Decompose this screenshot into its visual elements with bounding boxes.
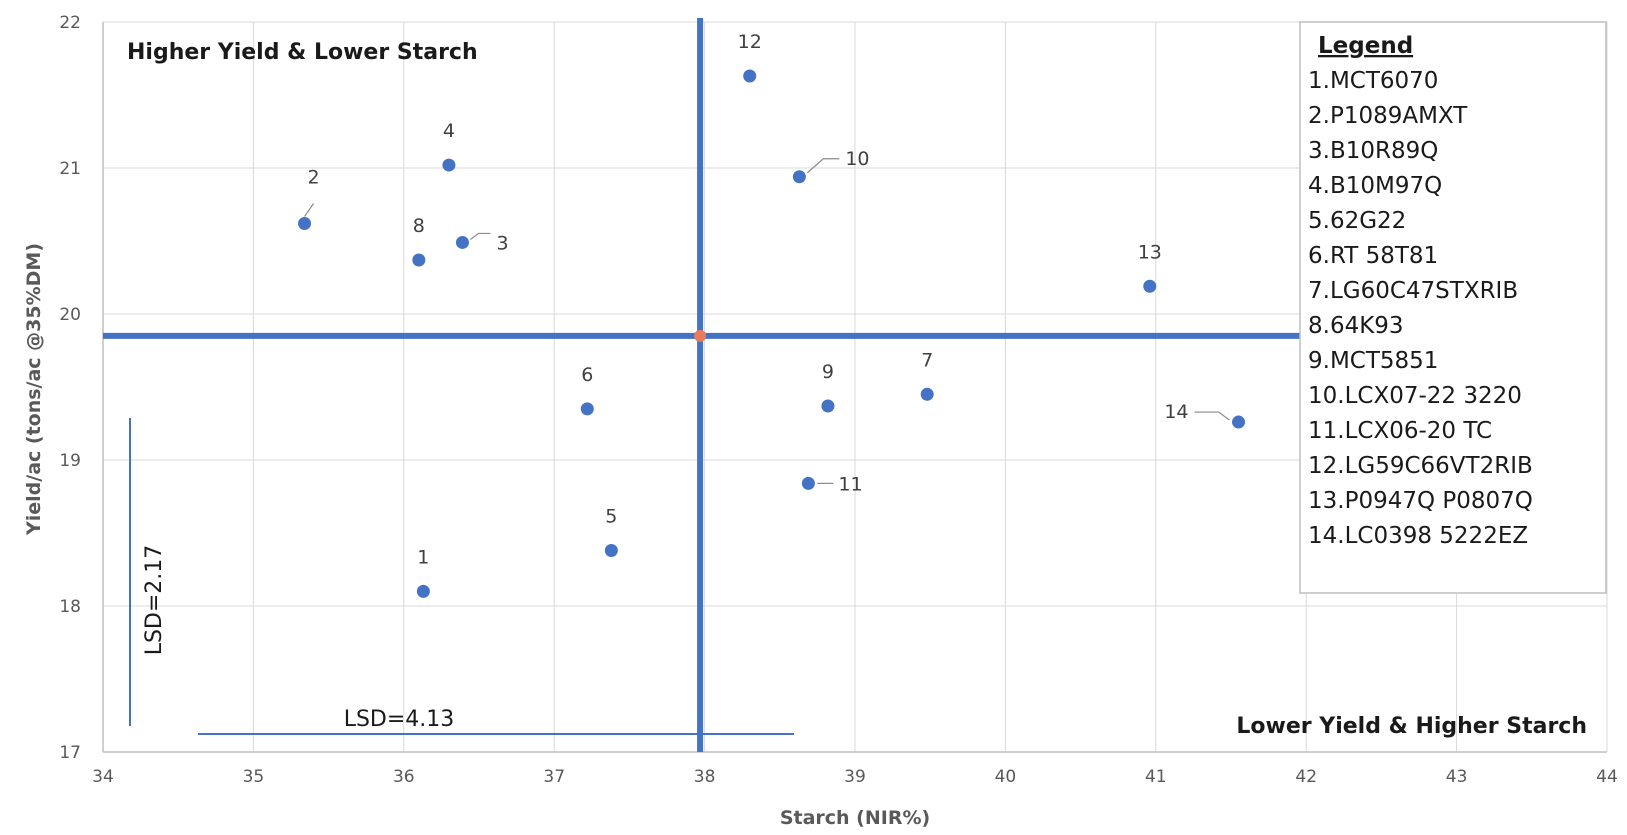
point-label: 4 xyxy=(443,120,455,142)
legend-item: 8.64K93 xyxy=(1308,313,1404,339)
data-point xyxy=(743,69,757,83)
data-point xyxy=(792,170,806,184)
label-leader-line xyxy=(1194,411,1230,421)
y-axis-title: Yield/ac (tons/ac @35%DM) xyxy=(23,243,45,536)
legend-item: 6.RT 58T81 xyxy=(1308,243,1438,269)
legend-items: 1.MCT6070 2.P1089AMXT 3.B10R89Q 4.B10M97Q 5.… xyxy=(1308,68,1533,549)
point-label: 9 xyxy=(822,361,834,383)
mean-marker xyxy=(694,329,707,342)
point-label: 1 xyxy=(417,546,429,568)
label-leader-line xyxy=(806,158,840,174)
y-tick-label: 18 xyxy=(59,597,81,617)
legend-item: 1.MCT6070 xyxy=(1308,68,1438,94)
legend-item: 2.P1089AMXT xyxy=(1308,103,1468,129)
legend-title: Legend xyxy=(1318,33,1413,59)
x-tick-label: 36 xyxy=(393,767,415,787)
legend-item: 4.B10M97Q xyxy=(1308,173,1442,199)
x-tick-label: 35 xyxy=(243,767,265,787)
legend-item: 13.P0947Q P0807Q xyxy=(1308,488,1533,514)
legend-item: 12.LG59C66VT2RIB xyxy=(1308,453,1533,479)
point-label: 2 xyxy=(307,166,319,188)
data-point xyxy=(604,544,618,558)
point-label: 12 xyxy=(738,31,762,53)
legend-item: 5.62G22 xyxy=(1308,208,1406,234)
x-tick-label: 40 xyxy=(995,767,1017,787)
data-point xyxy=(412,253,426,267)
x-tick-label: 42 xyxy=(1295,767,1317,787)
x-tick-label: 43 xyxy=(1446,767,1468,787)
x-tick-label: 39 xyxy=(844,767,866,787)
point-label: 13 xyxy=(1138,241,1162,263)
point-label: 11 xyxy=(838,473,862,495)
data-point xyxy=(416,584,430,598)
data-point xyxy=(821,399,835,413)
legend-item: 3.B10R89Q xyxy=(1308,138,1438,164)
x-tick-label: 41 xyxy=(1145,767,1167,787)
lsd-markers xyxy=(129,418,794,735)
label-leader-line xyxy=(304,203,315,217)
point-label: 14 xyxy=(1164,401,1188,423)
x-tick-label: 37 xyxy=(543,767,565,787)
y-tick-label: 20 xyxy=(59,305,81,325)
legend-box xyxy=(1299,21,1607,594)
data-point xyxy=(455,235,469,249)
data-point xyxy=(298,216,312,230)
point-label: 7 xyxy=(921,349,933,371)
lsd-y-label: LSD=2.17 xyxy=(142,545,167,656)
legend-item: 11.LCX06-20 TC xyxy=(1308,418,1492,444)
point-label: 3 xyxy=(496,232,508,254)
y-tick-label: 21 xyxy=(59,159,81,179)
x-tick-label: 34 xyxy=(92,767,114,787)
lsd-x-label: LSD=4.13 xyxy=(344,707,455,732)
legend-item: 14.LC0398 5222EZ xyxy=(1308,523,1528,549)
data-point xyxy=(1232,415,1246,429)
legend-item: 7.LG60C47STXRIB xyxy=(1308,278,1518,304)
y-tick-label: 22 xyxy=(59,13,81,33)
legend: Legend 1.MCT6070 2.P1089AMXT 3.B10R89Q 4.B1… xyxy=(1299,21,1607,594)
x-tick-label: 44 xyxy=(1596,767,1618,787)
legend-item: 9.MCT5851 xyxy=(1308,348,1438,374)
x-axis-title: Starch (NIR%) xyxy=(780,807,930,829)
data-points xyxy=(298,69,1246,598)
label-leader-line xyxy=(470,232,491,240)
point-label: 6 xyxy=(581,364,593,386)
x-tick-label: 38 xyxy=(694,767,716,787)
quadrant-label-bottom-right: Lower Yield & Higher Starch xyxy=(1236,714,1587,739)
point-label: 10 xyxy=(845,148,869,170)
quadrant-label-top-left: Higher Yield & Lower Starch xyxy=(127,40,478,65)
point-label: 8 xyxy=(413,215,425,237)
point-label: 5 xyxy=(605,506,617,528)
y-tick-label: 19 xyxy=(59,451,81,471)
legend-item: 10.LCX07-22 3220 xyxy=(1308,383,1522,409)
axes xyxy=(102,22,1607,753)
data-point xyxy=(442,158,456,172)
data-point xyxy=(801,476,815,490)
reference-lines xyxy=(103,18,1300,752)
y-tick-label: 17 xyxy=(59,743,81,763)
data-point xyxy=(1143,279,1157,293)
data-point xyxy=(580,402,594,416)
data-point xyxy=(920,387,934,401)
